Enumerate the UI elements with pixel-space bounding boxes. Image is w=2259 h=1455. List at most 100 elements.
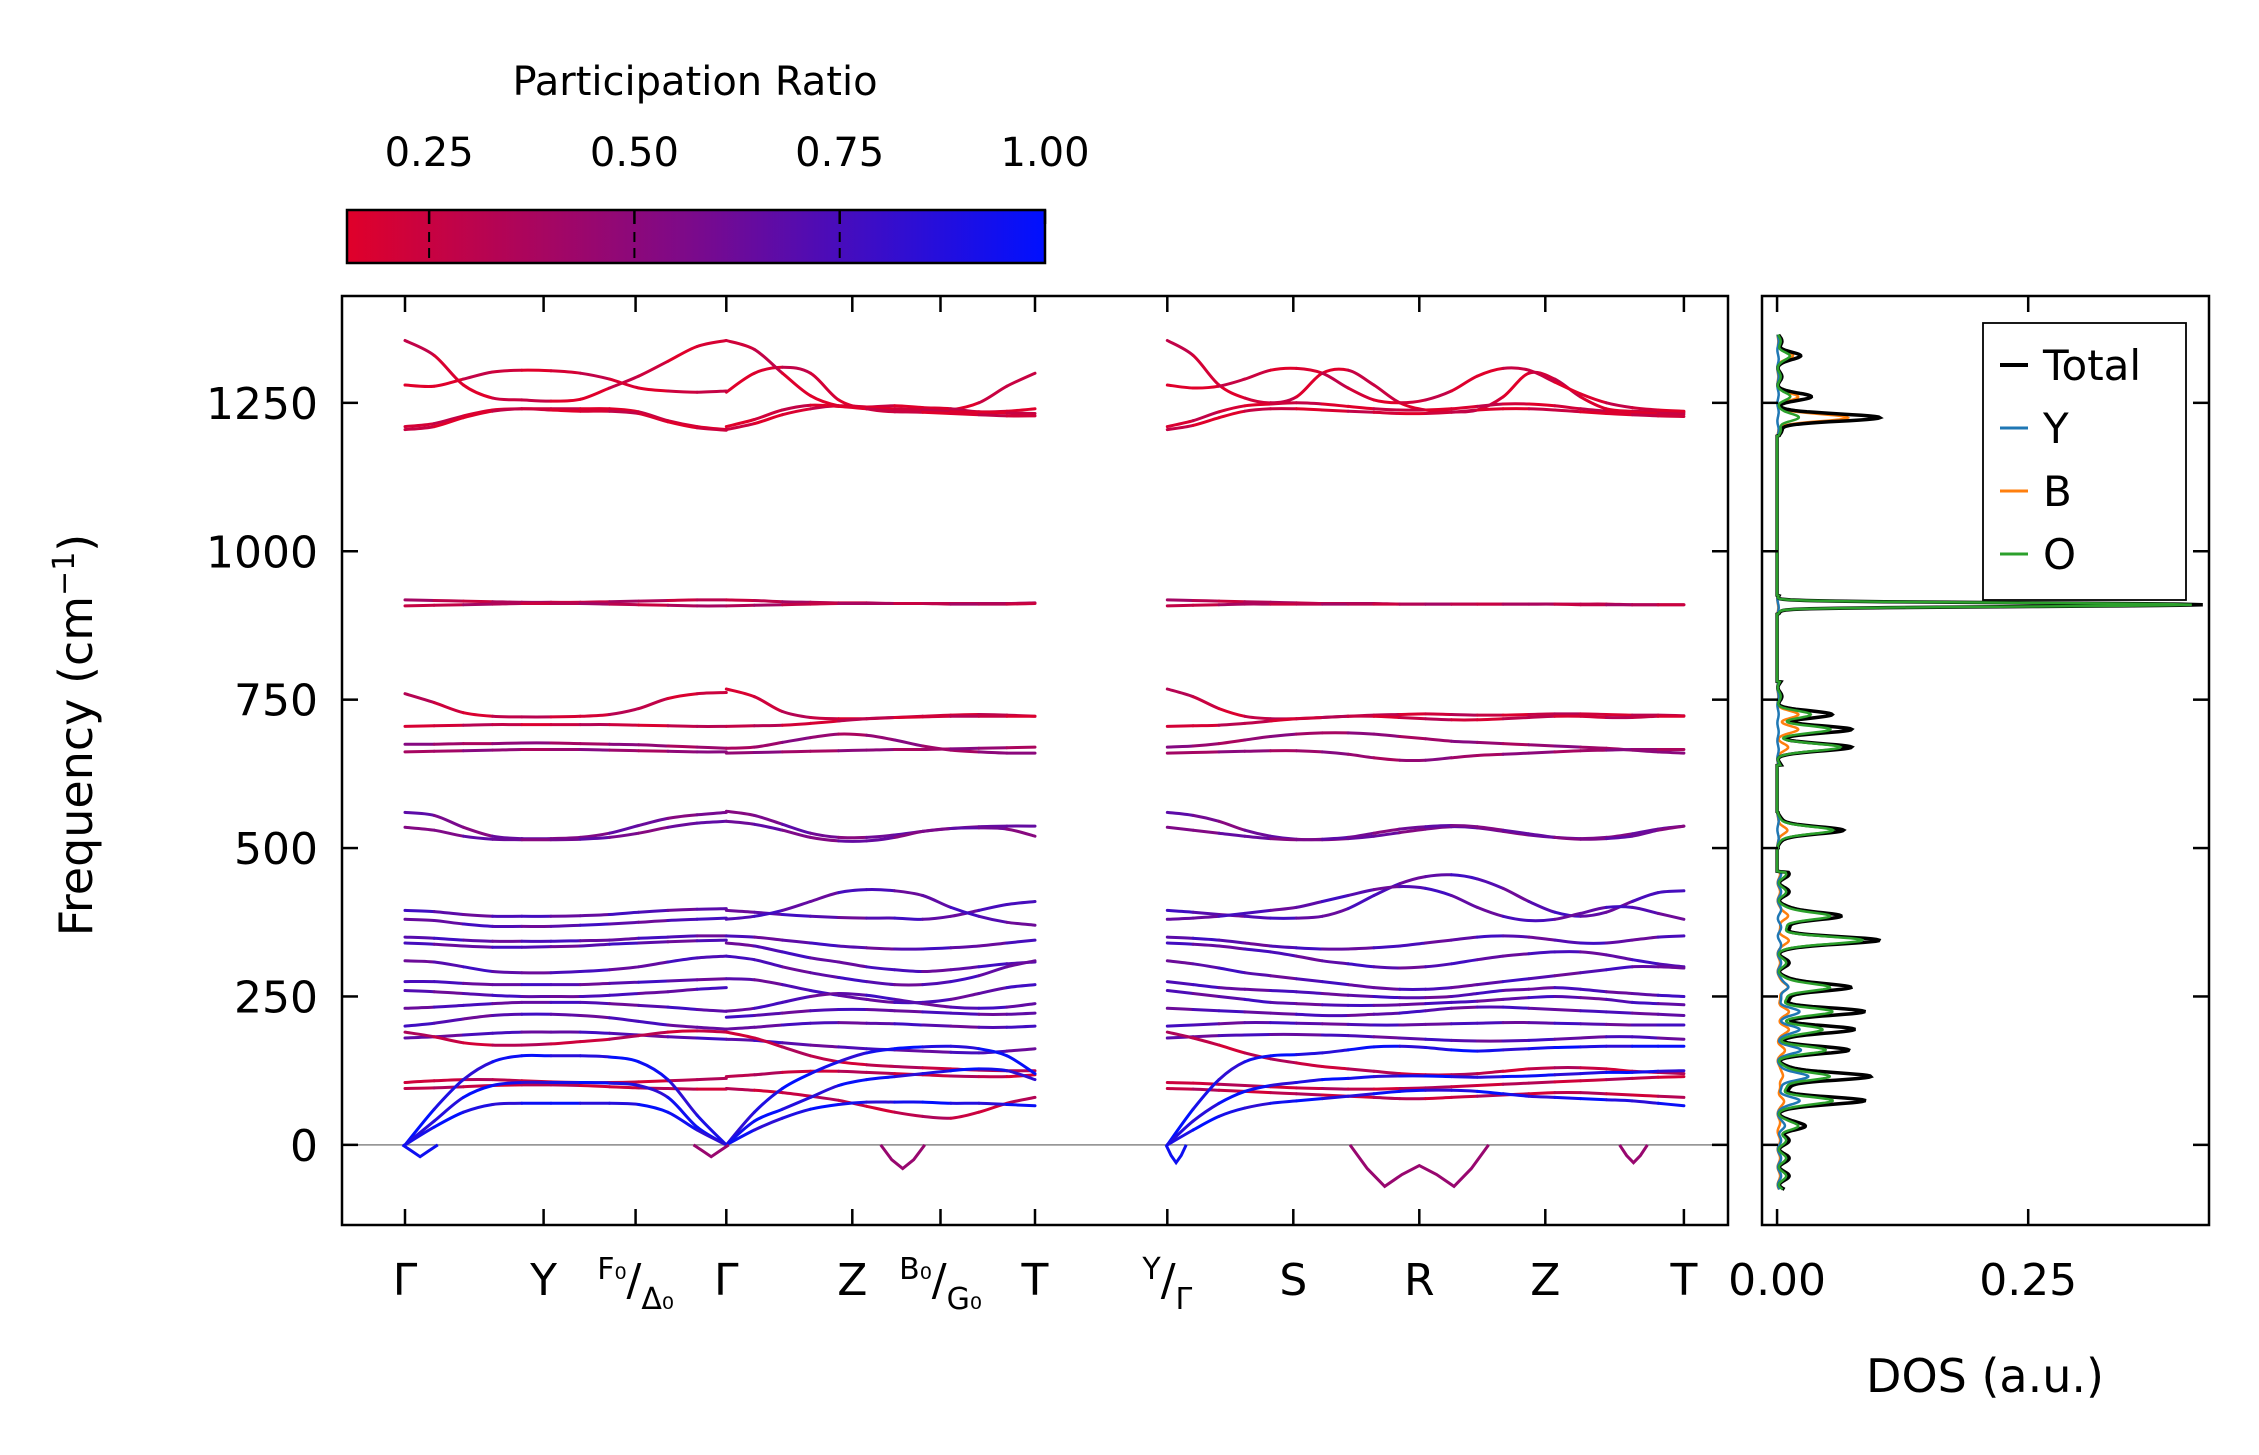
band-line: [549, 944, 582, 949]
band-line: [1165, 1023, 1195, 1028]
band-line: [809, 835, 841, 843]
band-line: [809, 371, 841, 402]
band-line: [491, 837, 524, 842]
band-line: [1191, 599, 1221, 603]
band-line: [977, 1101, 1009, 1106]
band-line: [403, 425, 436, 432]
band-line: [1294, 990, 1324, 995]
band-line: [921, 1069, 953, 1076]
band-line: [893, 738, 925, 748]
band-line: [780, 950, 812, 960]
band-line: [780, 938, 812, 945]
band-line: [809, 971, 841, 979]
dos-panel: 0.00 0.25 DOS (a.u.) Total YBO: [1728, 294, 2211, 1403]
band-line: [1604, 1076, 1634, 1082]
band-line: [780, 710, 812, 719]
band-line: [1217, 819, 1247, 832]
band-line: [893, 968, 925, 973]
band-line: [461, 602, 495, 607]
band-line: [1449, 1038, 1479, 1043]
band-line: [403, 959, 436, 964]
band-line: [752, 599, 784, 604]
band-line: [949, 1074, 981, 1079]
band-line: [837, 748, 869, 753]
band-line: [1630, 1075, 1660, 1080]
band-line: [403, 810, 436, 817]
band-line: [1191, 353, 1221, 387]
band-line: [666, 1078, 699, 1083]
band-line: [1527, 1080, 1557, 1085]
band-line: [1424, 717, 1453, 722]
band-line: [491, 1101, 524, 1106]
band-line: [1501, 713, 1531, 717]
band-line: [1294, 1002, 1324, 1007]
band-line: [1501, 934, 1531, 939]
band-line: [752, 1023, 784, 1029]
band-line: [403, 1125, 436, 1147]
band-line: [1449, 713, 1479, 717]
band-line: [403, 692, 436, 705]
band-line: [1269, 366, 1298, 372]
band-line: [1424, 712, 1453, 716]
band-line: [578, 922, 611, 927]
band-line: [695, 389, 728, 394]
band-line: [695, 954, 728, 960]
band-line: [1320, 980, 1350, 987]
band-line: [1346, 752, 1376, 760]
band-line: [752, 1088, 784, 1095]
band-line: [780, 407, 812, 417]
band-line: [1424, 756, 1453, 762]
band-line: [695, 907, 728, 911]
band-line: [1656, 911, 1686, 921]
band-line: [780, 995, 812, 1004]
band-x-tick-label: Y: [529, 1255, 557, 1306]
band-line: [432, 414, 465, 426]
colorbar-title: Participation Ratio: [512, 59, 877, 105]
band-line: [1243, 914, 1273, 920]
band-line: [893, 1045, 925, 1051]
band-line: [837, 960, 869, 969]
band-line: [837, 1100, 869, 1106]
band-line: [837, 1060, 869, 1067]
band-line: [977, 1047, 1009, 1058]
band-line: [1346, 404, 1376, 411]
band-line: [1294, 371, 1324, 399]
band-line: [637, 723, 670, 728]
band-line: [837, 916, 869, 920]
band-line: [1372, 885, 1402, 892]
band-line: [809, 831, 841, 839]
band-line: [432, 1003, 465, 1009]
band-line: [549, 837, 582, 842]
band-line: [865, 1063, 897, 1068]
band-line: [1165, 916, 1195, 921]
band-line: [865, 716, 897, 721]
band-line: [520, 945, 553, 949]
band-line: [461, 944, 495, 949]
band-line: [752, 750, 784, 754]
band-line: [549, 970, 582, 975]
band-line: [1527, 1021, 1557, 1025]
band-line: [780, 1009, 812, 1015]
band-line: [837, 993, 869, 1001]
band-line: [1398, 398, 1428, 405]
dos-legend: Total YBO: [1982, 322, 2187, 601]
band-line: [809, 1060, 841, 1076]
band-line: [1656, 993, 1686, 998]
band-line: [1449, 873, 1479, 881]
band-line: [1604, 953, 1634, 962]
band-line: [752, 1087, 784, 1114]
band-line: [780, 1021, 812, 1027]
band-line: [752, 365, 784, 375]
band-line: [695, 810, 728, 817]
band-line: [1346, 993, 1376, 998]
band-line: [1269, 1085, 1298, 1090]
band-line: [1243, 997, 1273, 1004]
band-line: [780, 822, 812, 835]
band-line: [1553, 1072, 1583, 1077]
band-line: [695, 1076, 728, 1082]
band-line: [1243, 941, 1273, 948]
band-line: [1217, 1082, 1247, 1087]
band-line: [1294, 1033, 1324, 1037]
band-line: [432, 1095, 465, 1123]
band-line: [1372, 1011, 1402, 1016]
